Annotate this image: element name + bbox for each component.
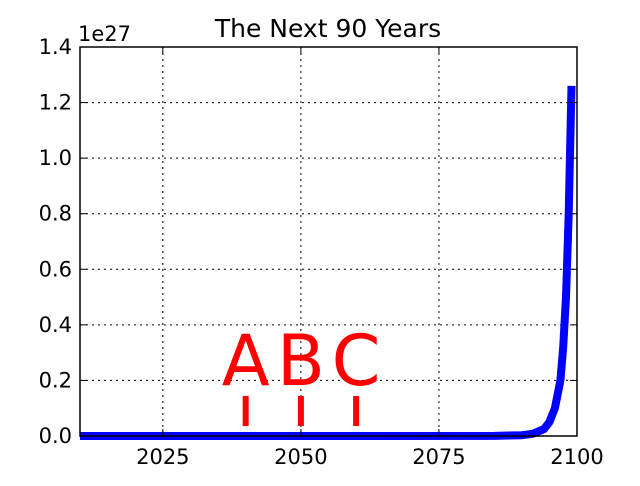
y-tick-label: 0.0: [39, 424, 72, 448]
annotation-label: B: [277, 320, 325, 402]
series-line: [80, 85, 576, 440]
x-tick-label: 2025: [136, 445, 189, 469]
plot-frame: [79, 46, 578, 437]
annotation-label: A: [222, 320, 270, 402]
chart-title: The Next 90 Years: [214, 14, 441, 43]
y-tick-label: 0.4: [39, 313, 72, 337]
series-layer: [80, 85, 576, 440]
y-tick-label: 1.2: [39, 91, 72, 115]
y-tick-label: 0.2: [39, 368, 72, 392]
x-tick-label: 2050: [274, 445, 327, 469]
y-tick-label: 0.6: [39, 257, 72, 281]
y-axis-offset-label: 1e27: [78, 22, 131, 46]
x-tick-label: 2075: [412, 445, 465, 469]
grid: [80, 46, 578, 437]
y-tick-label: 0.8: [39, 202, 72, 226]
axis-ticks: 2025 2050 2075 2100 0.0 0.2 0.4 0.6 0.8 1.0 1.2 1.4: [39, 35, 604, 469]
x-tick-label: 2100: [550, 445, 603, 469]
y-tick-label: 1.0: [39, 146, 72, 170]
y-tick-label: 1.4: [39, 35, 72, 59]
annotation-label: C: [332, 320, 381, 402]
